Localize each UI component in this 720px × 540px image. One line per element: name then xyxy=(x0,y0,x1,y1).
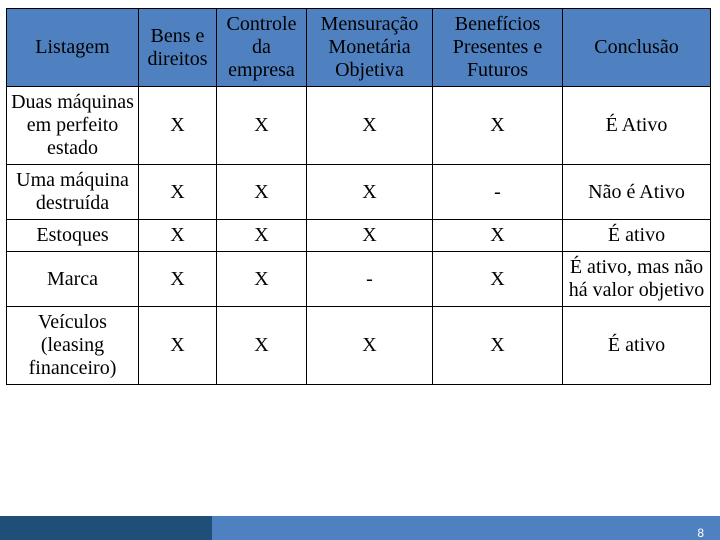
table-row: Estoques X X X X É ativo xyxy=(7,220,711,252)
cell-concl: É Ativo xyxy=(563,87,711,165)
cell-bens: X xyxy=(139,87,217,165)
cell-benef: X xyxy=(433,87,563,165)
cell-mensur: X xyxy=(307,87,433,165)
cell-concl: Não é Ativo xyxy=(563,165,711,220)
cell-benef: - xyxy=(433,165,563,220)
cell-concl: É ativo, mas não há valor objetivo xyxy=(563,252,711,307)
cell-bens: X xyxy=(139,165,217,220)
col-header-mensuracao: Mensuração Monetária Objetiva xyxy=(307,9,433,87)
col-header-listagem: Listagem xyxy=(7,9,139,87)
col-header-beneficios: Benefícios Presentes e Futuros xyxy=(433,9,563,87)
cell-listagem: Veículos (leasing financeiro) xyxy=(7,307,139,385)
col-header-conclusao: Conclusão xyxy=(563,9,711,87)
cell-bens: X xyxy=(139,307,217,385)
cell-listagem: Marca xyxy=(7,252,139,307)
cell-concl: É ativo xyxy=(563,307,711,385)
cell-controle: X xyxy=(217,165,307,220)
page-number: 8 xyxy=(697,526,704,540)
table-row: Marca X X - X É ativo, mas não há valor … xyxy=(7,252,711,307)
cell-mensur: - xyxy=(307,252,433,307)
cell-controle: X xyxy=(217,307,307,385)
cell-bens: X xyxy=(139,252,217,307)
col-header-controle: Controle da empresa xyxy=(217,9,307,87)
cell-listagem: Estoques xyxy=(7,220,139,252)
cell-controle: X xyxy=(217,220,307,252)
table-header-row: Listagem Bens e direitos Controle da emp… xyxy=(7,9,711,87)
table-row: Uma máquina destruída X X X - Não é Ativ… xyxy=(7,165,711,220)
table-row: Duas máquinas em perfeito estado X X X X… xyxy=(7,87,711,165)
cell-mensur: X xyxy=(307,165,433,220)
cell-controle: X xyxy=(217,87,307,165)
footer-bar: 8 xyxy=(0,516,720,540)
cell-listagem: Duas máquinas em perfeito estado xyxy=(7,87,139,165)
cell-benef: X xyxy=(433,307,563,385)
cell-controle: X xyxy=(217,252,307,307)
cell-benef: X xyxy=(433,252,563,307)
slide: Listagem Bens e direitos Controle da emp… xyxy=(0,8,720,540)
table-row: Veículos (leasing financeiro) X X X X É … xyxy=(7,307,711,385)
cell-benef: X xyxy=(433,220,563,252)
footer-dark-strip xyxy=(0,516,212,540)
cell-bens: X xyxy=(139,220,217,252)
cell-mensur: X xyxy=(307,307,433,385)
cell-listagem: Uma máquina destruída xyxy=(7,165,139,220)
cell-concl: É ativo xyxy=(563,220,711,252)
col-header-bens: Bens e direitos xyxy=(139,9,217,87)
asset-classification-table: Listagem Bens e direitos Controle da emp… xyxy=(6,8,711,385)
cell-mensur: X xyxy=(307,220,433,252)
